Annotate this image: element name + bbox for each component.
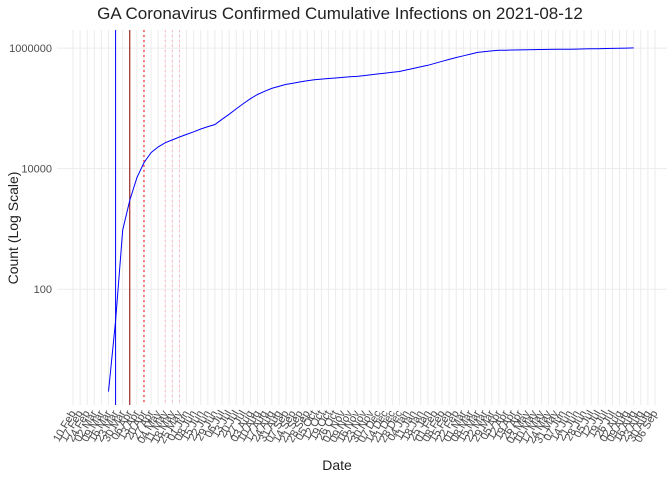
y-tick-label: 100	[34, 284, 52, 296]
data-line	[108, 47, 634, 392]
x-axis-title: Date	[322, 457, 352, 473]
y-tick-label: 1000000	[9, 43, 52, 55]
chart-title: GA Coronavirus Confirmed Cumulative Infe…	[97, 4, 583, 23]
y-tick-label: 10000	[21, 164, 52, 176]
y-axis-title: Count (Log Scale)	[5, 172, 21, 285]
